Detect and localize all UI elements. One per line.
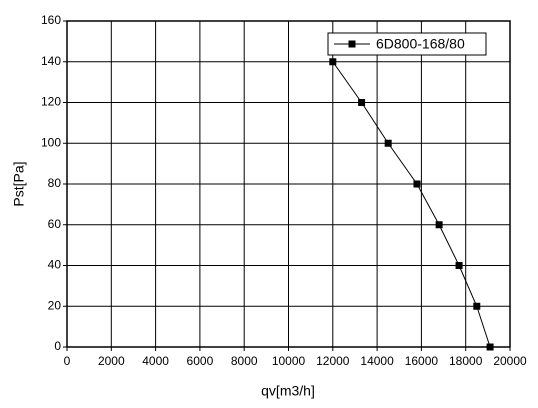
x-axis-title: qv[m3/h] — [261, 383, 315, 399]
x-tick-label: 10000 — [272, 354, 306, 368]
y-axis-title: Pst[Pa] — [11, 161, 27, 206]
x-tick-label: 16000 — [405, 354, 439, 368]
x-tick-label: 8000 — [231, 354, 258, 368]
marker — [486, 343, 494, 351]
marker — [455, 262, 463, 269]
y-tick-label: 120 — [41, 95, 61, 109]
x-tick-label: 2000 — [98, 354, 125, 368]
legend-box — [327, 32, 487, 56]
plot-frame — [66, 20, 511, 348]
marker — [384, 139, 392, 147]
y-tick-label: 40 — [48, 258, 62, 272]
y-tick-label: 60 — [48, 217, 62, 231]
marker — [435, 221, 443, 229]
x-tick-label: 4000 — [142, 354, 169, 368]
x-tick-label: 12000 — [316, 354, 350, 368]
marker — [473, 302, 481, 310]
y-tick-label: 160 — [41, 13, 61, 27]
marker — [413, 180, 421, 188]
x-tick-label: 20000 — [493, 354, 527, 368]
y-tick-label: 100 — [41, 135, 61, 149]
x-tick-label: 14000 — [360, 354, 394, 368]
y-tick-label: 20 — [48, 298, 62, 312]
y-tick-label: 0 — [54, 339, 61, 353]
marker — [329, 58, 337, 66]
legend-marker — [348, 40, 356, 48]
series-line — [332, 61, 491, 348]
y-tick-label: 140 — [41, 54, 61, 68]
x-tick-label: 0 — [64, 354, 71, 368]
x-tick-label: 6000 — [187, 354, 214, 368]
x-tick-label: 18000 — [449, 354, 483, 368]
y-tick-label: 80 — [48, 176, 62, 190]
marker — [358, 99, 366, 106]
legend-label: 6D800-168/80 — [376, 36, 465, 52]
